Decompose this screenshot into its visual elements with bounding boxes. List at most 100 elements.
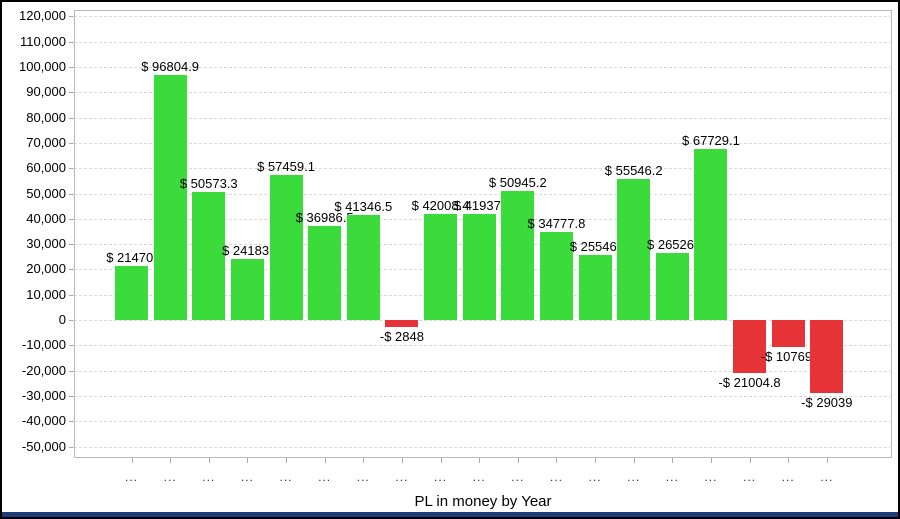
bar-value-label: $ 34777.8 (527, 216, 586, 231)
x-category-label: ... (511, 470, 525, 484)
x-category-label: ... (240, 470, 254, 484)
y-axis-tick (69, 244, 74, 246)
x-category-label: ... (318, 470, 332, 484)
bar-value-label: $ 50945.2 (488, 175, 547, 191)
x-axis-tick (286, 458, 288, 463)
x-axis-tick (595, 458, 597, 463)
bar-value-label: $ 42008.4 (411, 197, 470, 213)
y-axis-tick (69, 370, 74, 372)
bar-negative (771, 320, 805, 348)
y-axis-tick (69, 41, 74, 43)
bar-positive (424, 213, 458, 320)
x-axis-tick (710, 458, 712, 463)
x-axis-tick (788, 458, 790, 463)
x-category-label: ... (356, 470, 370, 484)
y-axis-tick (69, 320, 74, 321)
x-category-label: ... (434, 470, 448, 484)
x-category-label: ... (279, 470, 293, 484)
gridline (74, 67, 892, 68)
bar-positive (308, 226, 342, 320)
y-axis-label: 120,000 (19, 8, 66, 24)
y-axis-tick (69, 446, 74, 448)
x-category-label: ... (163, 470, 177, 484)
y-axis-label: 40,000 (26, 210, 66, 226)
bar-negative (810, 320, 844, 394)
x-category-label: ... (820, 470, 834, 484)
x-axis-tick (170, 458, 172, 463)
y-axis-label: -50,000 (21, 438, 66, 454)
bar-value-label: $ 21470. (106, 249, 157, 265)
gridline (74, 345, 892, 347)
y-axis-label: -10,000 (21, 337, 66, 353)
x-category-label: ... (202, 470, 216, 484)
x-axis-tick (363, 458, 365, 463)
gridline (74, 446, 892, 448)
bar-positive (539, 232, 573, 320)
y-axis-tick (69, 218, 74, 220)
y-axis-label: 100,000 (19, 59, 66, 74)
bar-value-label: $ 96804.9 (141, 59, 200, 75)
gridline (74, 193, 892, 195)
gridline (74, 117, 892, 119)
x-axis-tick (749, 458, 751, 463)
x-axis-tick (517, 458, 519, 463)
y-axis-label: 90,000 (26, 84, 66, 100)
y-axis-label: 0 (58, 312, 66, 327)
gridline (74, 142, 892, 144)
bar-value-label: $ 67729.1 (682, 132, 740, 148)
bar-negative (733, 320, 767, 374)
bar-positive (269, 174, 303, 320)
bar-value-label: -$ 21004.8 (718, 375, 781, 391)
bar-positive (578, 255, 612, 320)
x-category-label: ... (704, 470, 718, 484)
y-axis-tick (69, 345, 74, 347)
y-axis-tick (69, 67, 74, 68)
bar-value-label: $ 50573.3 (179, 176, 238, 192)
x-category-label: ... (549, 470, 563, 484)
x-category-label: ... (588, 470, 602, 484)
y-axis-label: -40,000 (21, 413, 66, 429)
y-axis-label: 80,000 (26, 109, 66, 125)
x-category-label: ... (781, 470, 795, 484)
y-axis-label: -30,000 (21, 387, 66, 403)
y-axis-tick (69, 117, 74, 119)
x-category-label: ... (395, 470, 409, 484)
x-axis-tick (672, 458, 674, 463)
bar-value-label: $ 41937. (453, 197, 505, 213)
bar-value-label: $ 26526. (647, 236, 698, 252)
y-axis-label: 10,000 (26, 286, 66, 302)
bar-value-label: $ 41346.5 (334, 199, 393, 215)
bar-value-label: -$ 2848 (379, 329, 424, 345)
bar-negative (385, 320, 419, 328)
y-axis-tick (69, 269, 74, 271)
x-axis-tick (208, 458, 210, 463)
y-axis-tick (69, 294, 74, 296)
bar-value-label: $ 24183. (222, 242, 273, 258)
x-axis-tick (247, 458, 249, 463)
bar-positive (115, 265, 148, 320)
bar-positive (230, 258, 264, 320)
bar-value-label: -$ 10769. (760, 349, 816, 365)
bar-positive (192, 192, 226, 320)
bar-positive (501, 191, 535, 320)
y-axis-tick (69, 421, 74, 423)
y-axis-tick (69, 395, 74, 397)
gridline (74, 168, 892, 170)
y-axis-tick (69, 142, 74, 144)
bar-positive (655, 252, 689, 320)
x-category-label: ... (124, 470, 139, 484)
bar-positive (153, 75, 187, 320)
axis-title: PL in money by Year (414, 493, 552, 510)
x-axis-tick (131, 458, 133, 463)
bar-positive (346, 215, 380, 320)
x-axis-tick (633, 458, 635, 463)
bar-positive (694, 148, 728, 320)
bar-positive (462, 213, 496, 320)
x-category-label: ... (627, 470, 641, 484)
x-axis-tick (440, 458, 442, 463)
y-axis-label: 60,000 (26, 160, 66, 176)
bar-value-label: $ 55546.2 (604, 163, 663, 179)
bar-value-label: -$ 29039 (801, 395, 853, 411)
bar-value-label: $ 36986.5 (295, 210, 354, 226)
